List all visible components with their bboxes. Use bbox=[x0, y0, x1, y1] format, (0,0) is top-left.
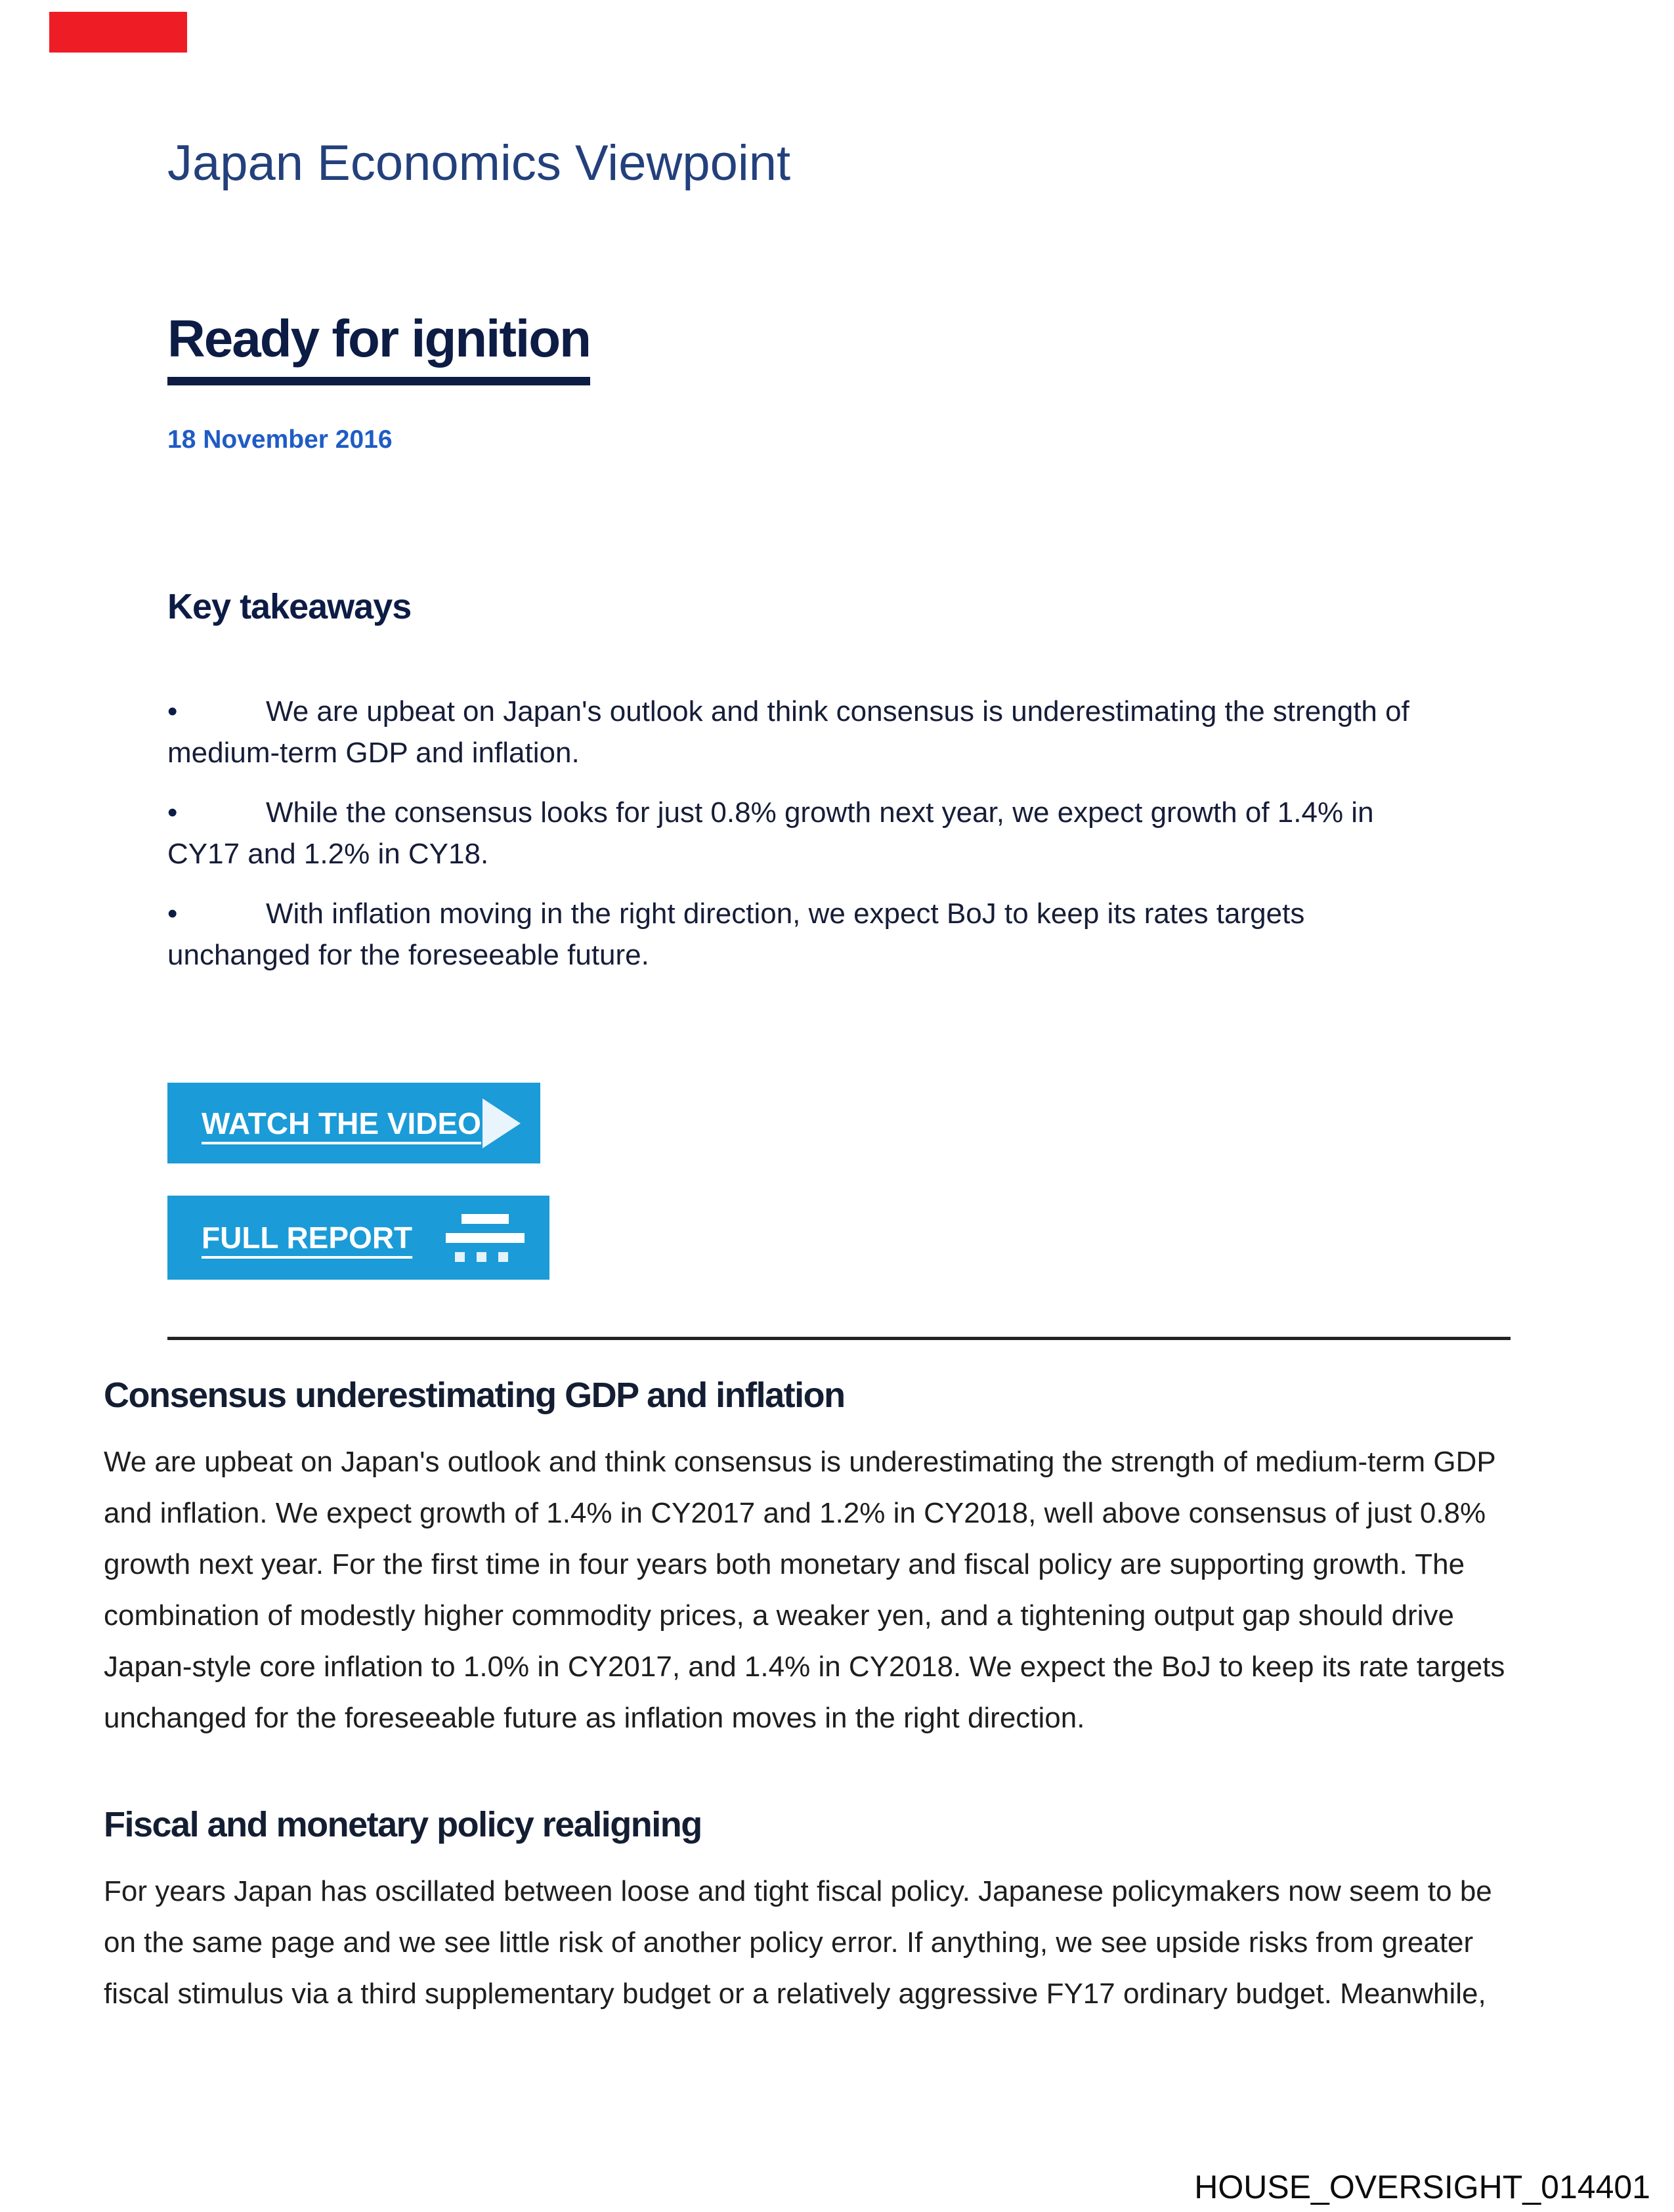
report-icon bbox=[446, 1213, 525, 1262]
horizontal-divider bbox=[167, 1337, 1511, 1340]
full-report-button[interactable]: FULL REPORT bbox=[167, 1196, 549, 1280]
section-fiscal-monetary: Fiscal and monetary policy realigning Fo… bbox=[104, 1804, 1600, 2020]
watch-video-label: WATCH THE VIDEO bbox=[202, 1106, 481, 1140]
section-body-text: For years Japan has oscillated between l… bbox=[104, 1875, 1492, 2010]
bates-stamp: HOUSE_OVERSIGHT_014401 bbox=[1194, 2169, 1650, 2205]
bullet-text: While the consensus looks for just 0.8% … bbox=[167, 796, 1374, 870]
bullet-text: With inflation moving in the right direc… bbox=[167, 898, 1305, 971]
key-takeaways-heading: Key takeaways bbox=[167, 587, 412, 626]
full-report-label: FULL REPORT bbox=[202, 1221, 413, 1255]
section-heading: Fiscal and monetary policy realigning bbox=[104, 1805, 702, 1844]
key-takeaways-list: • We are upbeat on Japan's outlook and th… bbox=[167, 691, 1585, 994]
play-icon bbox=[483, 1098, 521, 1148]
brand-flag-logo bbox=[49, 12, 187, 53]
watch-video-button[interactable]: WATCH THE VIDEO bbox=[167, 1083, 540, 1163]
bullet-text: We are upbeat on Japan's outlook and thi… bbox=[167, 695, 1409, 769]
bullet-icon: • bbox=[167, 898, 178, 930]
report-date: 18 November 2016 bbox=[167, 425, 393, 454]
section-consensus: Consensus underestimating GDP and inflat… bbox=[104, 1375, 1600, 1744]
list-item: • We are upbeat on Japan's outlook and th… bbox=[167, 691, 1585, 773]
section-body-text: We are upbeat on Japan's outlook and thi… bbox=[104, 1446, 1505, 1734]
report-title: Ready for ignition bbox=[167, 309, 591, 385]
bullet-icon: • bbox=[167, 796, 178, 829]
section-heading: Consensus underestimating GDP and inflat… bbox=[104, 1376, 846, 1415]
list-item: • While the consensus looks for just 0.8%… bbox=[167, 792, 1585, 875]
list-item: • With inflation moving in the right dire… bbox=[167, 893, 1585, 976]
bullet-icon: • bbox=[167, 695, 178, 727]
series-title: Japan Economics Viewpoint bbox=[167, 135, 791, 191]
